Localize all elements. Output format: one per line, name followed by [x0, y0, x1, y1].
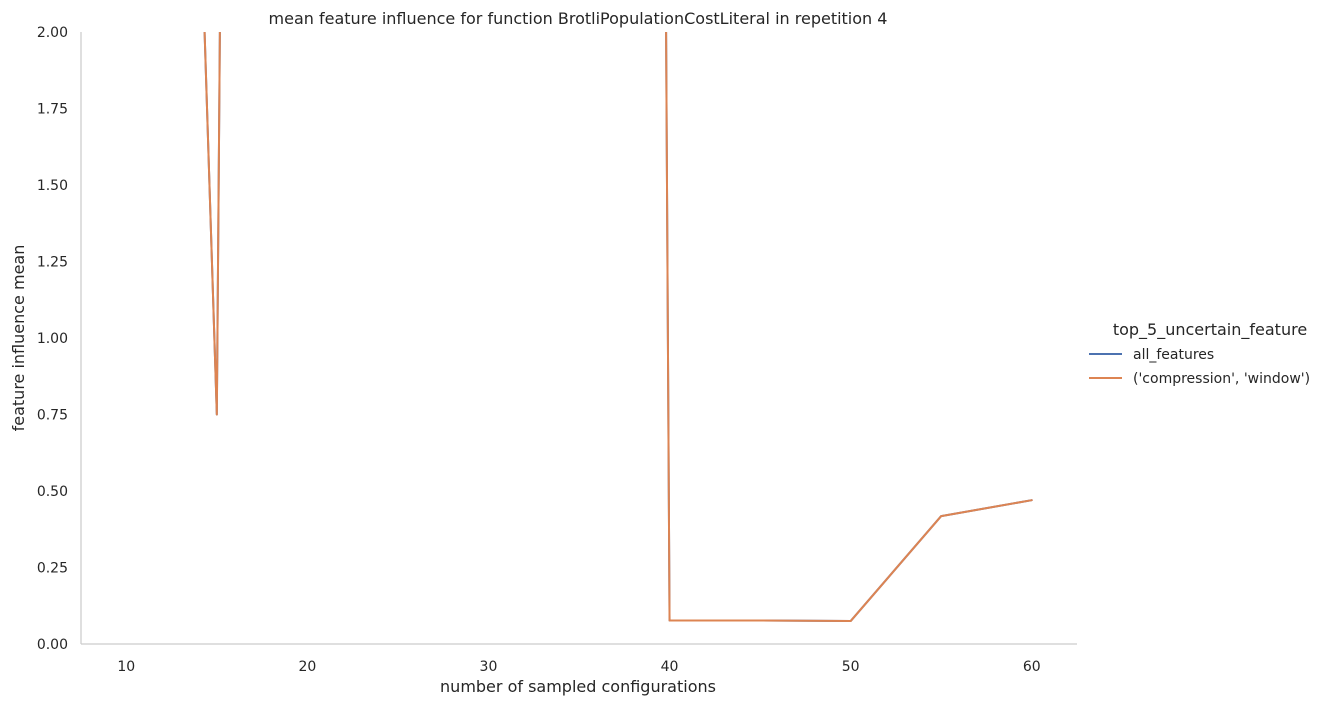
x-tick-label: 60 — [1023, 659, 1041, 675]
x-tick-label: 40 — [661, 659, 679, 675]
y-tick-label: 0.00 — [37, 637, 68, 653]
x-axis-ticks: 10 20 30 40 50 60 — [117, 659, 1040, 675]
y-tick-label: 0.50 — [37, 484, 68, 500]
y-tick-label: 1.25 — [37, 255, 68, 271]
y-tick-label: 1.00 — [37, 331, 68, 347]
y-tick-label: 1.75 — [37, 102, 68, 118]
legend-label: ('compression', 'window') — [1133, 371, 1310, 387]
y-tick-label: 1.50 — [37, 178, 68, 194]
legend-title: top_5_uncertain_feature — [1113, 320, 1307, 340]
y-tick-label: 0.75 — [37, 408, 68, 424]
y-tick-label: 2.00 — [37, 25, 68, 41]
x-tick-label: 30 — [480, 659, 498, 675]
y-axis-title: feature influence mean — [9, 245, 28, 432]
legend: top_5_uncertain_feature all_features ('co… — [1089, 320, 1310, 387]
y-axis-ticks: 0.00 0.25 0.50 0.75 1.00 1.25 1.50 1.75 2.00 — [37, 25, 68, 653]
chart-title: mean feature influence for function Brot… — [269, 9, 888, 28]
series-line-1 — [203, 32, 1033, 623]
legend-label: all_features — [1133, 347, 1214, 363]
x-axis-title: number of sampled configurations — [440, 677, 716, 696]
y-tick-label: 0.25 — [37, 561, 68, 577]
x-tick-label: 10 — [117, 659, 135, 675]
series-line-0 — [203, 32, 1033, 623]
x-tick-label: 20 — [298, 659, 316, 675]
x-tick-label: 50 — [842, 659, 860, 675]
series-lines — [203, 32, 1033, 623]
